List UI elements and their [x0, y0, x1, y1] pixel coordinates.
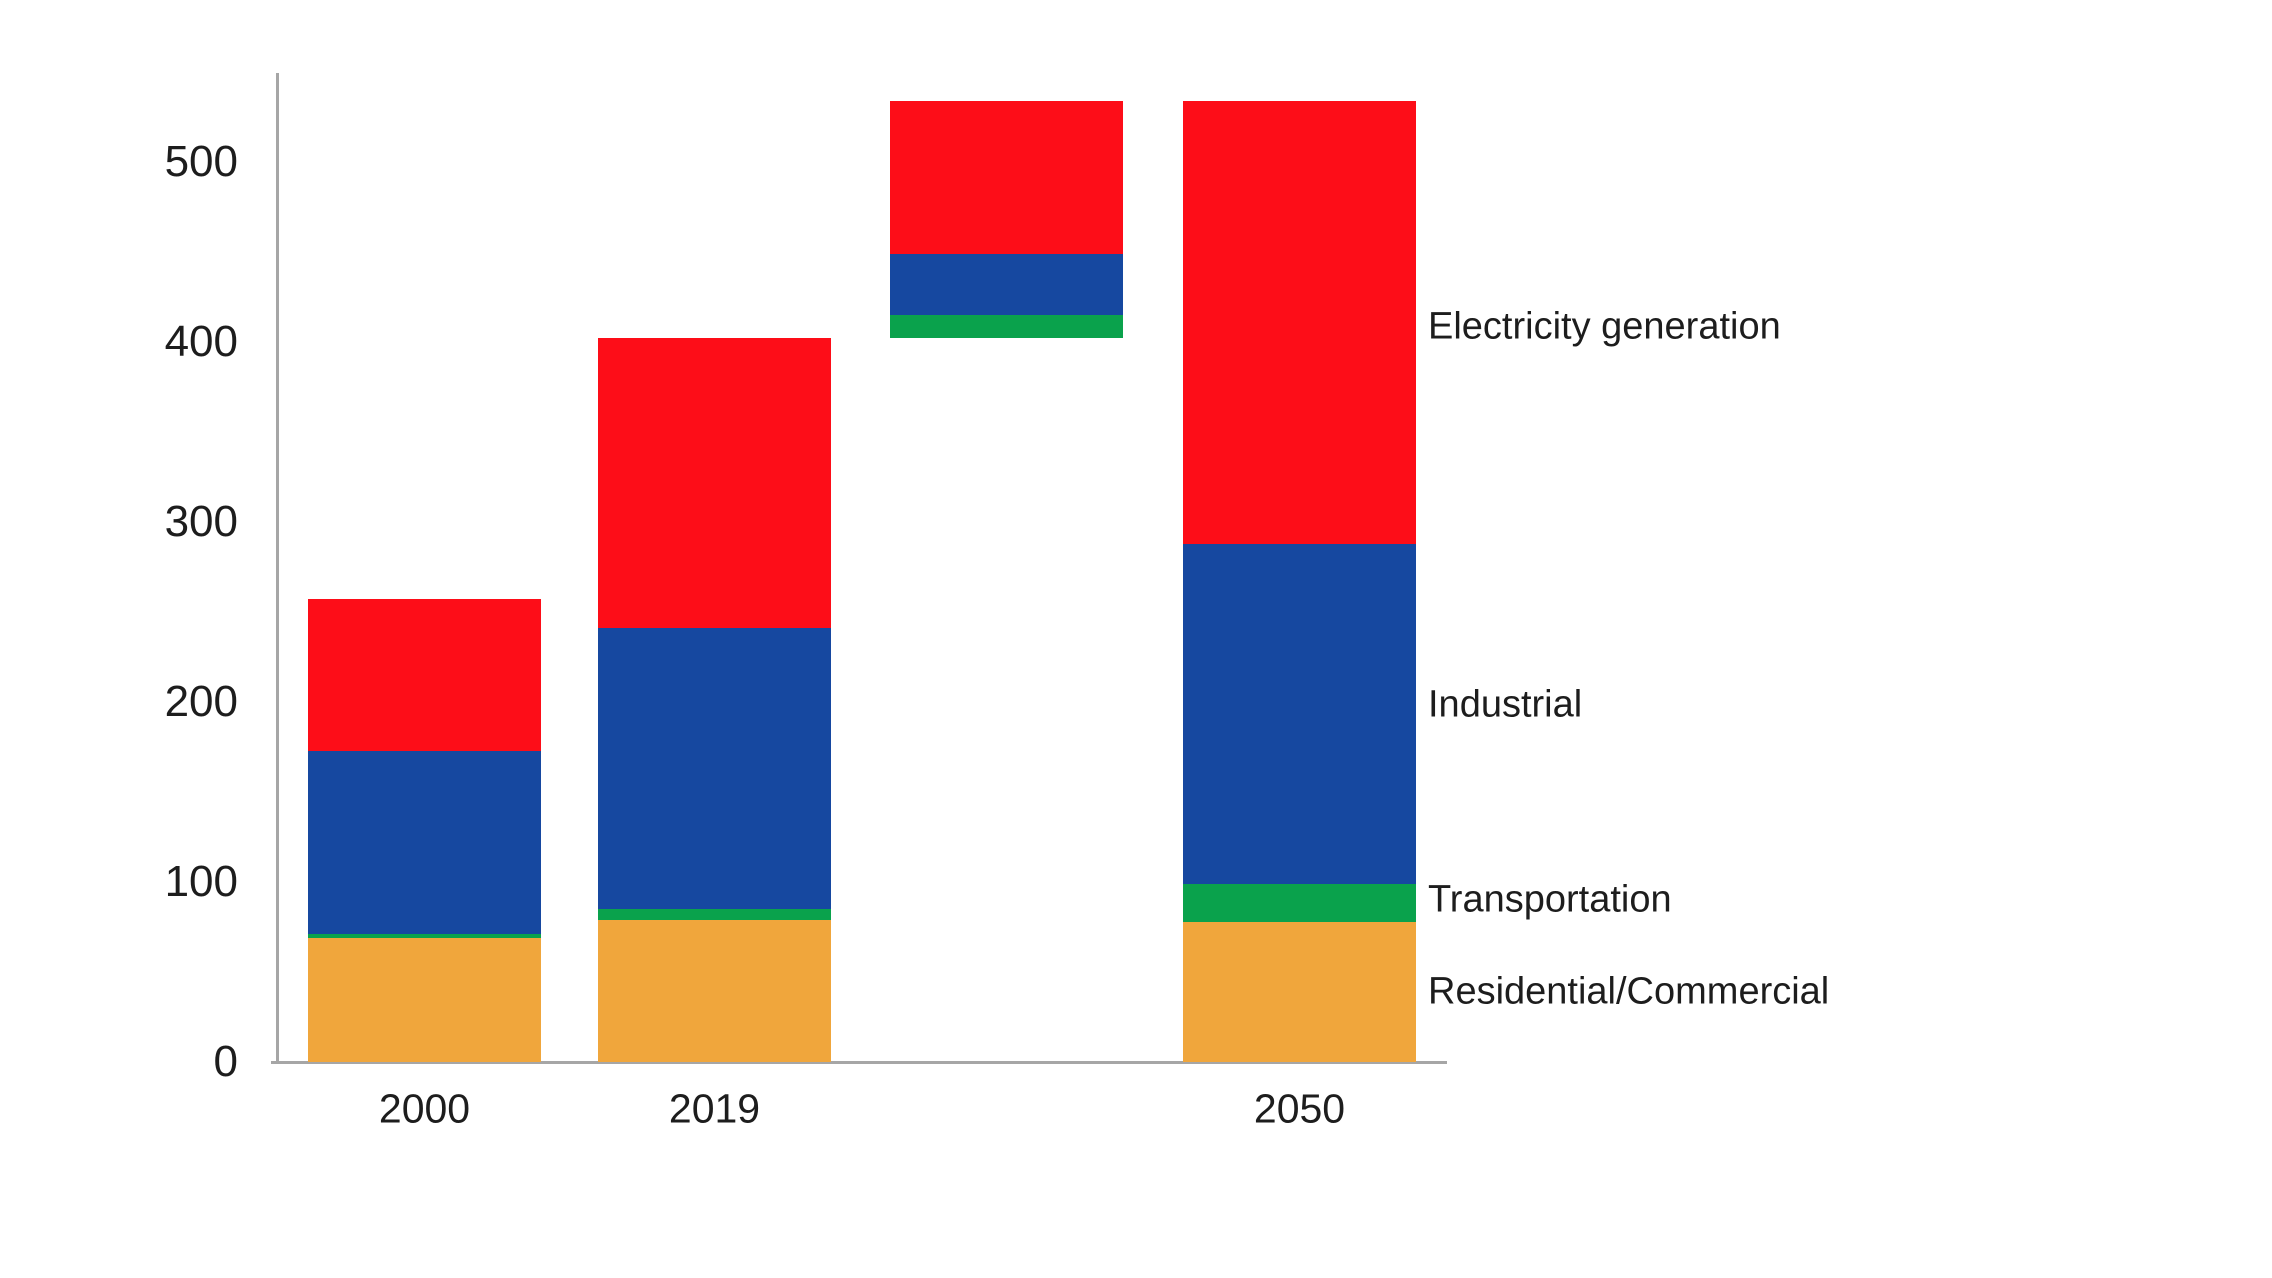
bar-segment-residential-commercial-2019 [598, 919, 831, 1062]
x-category-label-2000: 2000 [378, 1085, 471, 1132]
bar-segment-industrial-2000 [308, 750, 541, 935]
y-tick-label-300: 300 [164, 497, 238, 546]
bar-segment-transportation-2000 [308, 934, 541, 938]
x-category-label-2019: 2019 [668, 1085, 761, 1132]
legend-label-electricity-generation: Electricity generation [1428, 305, 1781, 348]
bar-segment-electricity-generation-2050 [1183, 100, 1416, 544]
bar-segment-industrial-growth [890, 253, 1123, 315]
bar-segment-transportation-2019 [598, 909, 831, 920]
y-tick-label-500: 500 [164, 137, 238, 186]
bar-segment-electricity-generation-2000 [308, 599, 541, 751]
bar-segment-industrial-2050 [1183, 543, 1416, 884]
bar-segment-transportation-growth [890, 315, 1123, 339]
legend-label-transportation: Transportation [1428, 878, 1672, 921]
bar-segment-electricity-generation-growth [890, 100, 1123, 254]
y-tick-label-0: 0 [213, 1037, 238, 1086]
bar-segment-residential-commercial-2050 [1183, 921, 1416, 1062]
x-category-label-2050: 2050 [1253, 1085, 1346, 1132]
y-tick-label-100: 100 [164, 857, 238, 906]
bar-segment-industrial-2019 [598, 628, 831, 909]
y-tick-label-200: 200 [164, 677, 238, 726]
bar-segment-residential-commercial-2000 [308, 937, 541, 1062]
bar-segment-transportation-2050 [1183, 883, 1416, 922]
bar-segment-electricity-generation-2019 [598, 338, 831, 629]
y-axis-line [276, 73, 279, 1063]
x-axis-line [271, 1061, 1447, 1064]
legend-label-industrial: Industrial [1428, 683, 1583, 726]
legend-label-residential-commercial: Residential/Commercial [1428, 970, 1830, 1013]
y-tick-label-400: 400 [164, 317, 238, 366]
